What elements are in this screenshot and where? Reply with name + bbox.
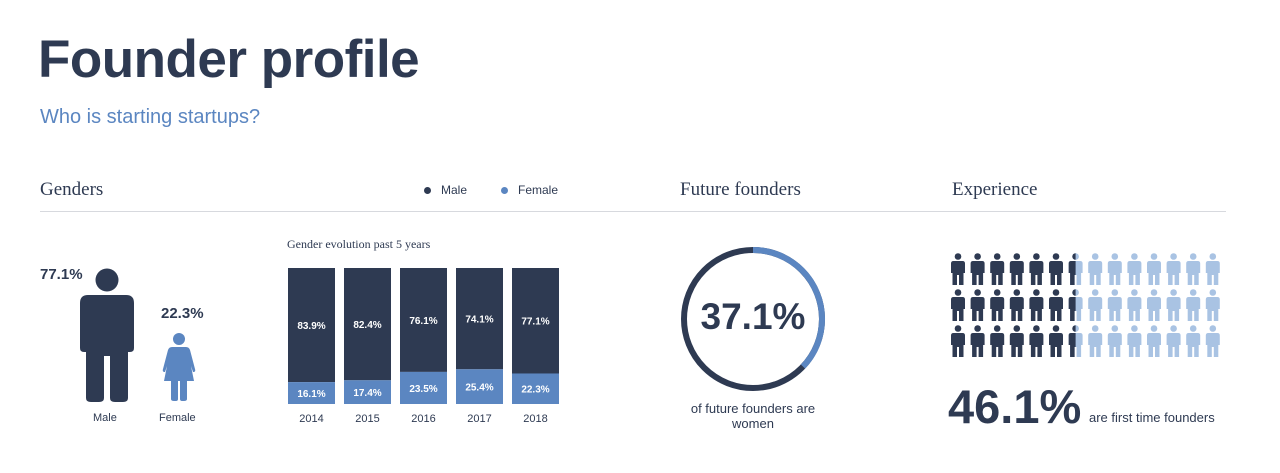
tick-label-2016: 2016 xyxy=(411,413,435,425)
person-icon xyxy=(1049,289,1063,321)
person-icon xyxy=(951,253,965,285)
person-icon xyxy=(1166,253,1181,285)
bar-female-2014 xyxy=(288,382,335,404)
data-label-male-2015: 82.4% xyxy=(353,320,381,331)
male-person-icon xyxy=(80,268,134,402)
gender-evolution-chart: 83.9% 16.1% 2014 82.4% 17.4% 2015 76.1% 23.5% 20… xyxy=(288,268,559,425)
tick-label-2014: 2014 xyxy=(299,413,323,425)
bar-male-2015 xyxy=(344,268,391,381)
person-icon xyxy=(1009,253,1024,285)
person-icon xyxy=(1049,325,1063,357)
person-icon xyxy=(1068,253,1083,285)
legend-label-female: Female xyxy=(518,183,559,197)
person-icon xyxy=(1147,289,1161,321)
person-icon xyxy=(1009,289,1024,321)
donut-slice-women xyxy=(752,247,825,369)
person-icon xyxy=(1127,253,1142,285)
person-icon xyxy=(1186,289,1201,321)
person-icon xyxy=(1205,325,1220,357)
tick-label-2015: 2015 xyxy=(355,413,379,425)
person-icon xyxy=(1107,253,1122,285)
experience-caption: are first time founders xyxy=(1089,410,1215,425)
person-icon xyxy=(1186,325,1201,357)
page-title: Founder profile xyxy=(38,30,420,89)
person-icon xyxy=(1205,253,1220,285)
person-icon xyxy=(1127,289,1142,321)
person-icon xyxy=(1029,289,1044,321)
person-icon xyxy=(1205,289,1220,321)
person-icon xyxy=(1088,253,1103,285)
section-divider xyxy=(40,211,1226,212)
bar-female-2016 xyxy=(400,371,447,404)
person-icon xyxy=(970,325,985,357)
bar-chart-title: Gender evolution past 5 years xyxy=(287,237,431,251)
data-label-male-2018: 77.1% xyxy=(521,317,549,328)
person-icon xyxy=(951,289,965,321)
legend-dot-female xyxy=(501,186,508,194)
experience-value: 46.1% xyxy=(948,380,1082,433)
person-icon xyxy=(1088,289,1103,321)
data-label-female-2015: 17.4% xyxy=(353,388,381,399)
legend-item-female: Female xyxy=(501,182,558,198)
bar-female-2018 xyxy=(512,373,559,404)
person-icon xyxy=(1127,325,1142,357)
bar-female-2017 xyxy=(456,369,503,404)
bar-male-2016 xyxy=(400,268,447,372)
person-icon xyxy=(1107,325,1122,357)
data-label-female-2018: 22.3% xyxy=(521,385,549,396)
person-icon xyxy=(990,253,1005,285)
tick-label-2017: 2017 xyxy=(467,413,491,425)
person-icon xyxy=(1166,289,1181,321)
person-icon xyxy=(990,289,1005,321)
data-label-female-2014: 16.1% xyxy=(297,389,325,400)
person-icon xyxy=(1009,325,1024,357)
section-title-experience: Experience xyxy=(952,179,1038,200)
bar-female-2015 xyxy=(344,380,391,404)
data-label-male-2017: 74.1% xyxy=(465,315,493,326)
person-icon xyxy=(1029,253,1044,285)
bar-male-2018 xyxy=(512,268,559,374)
tick-label-2018: 2018 xyxy=(523,413,547,425)
person-icon xyxy=(1068,325,1083,357)
person-icon xyxy=(1147,253,1161,285)
person-icon xyxy=(1166,325,1181,357)
section-title-future-founders: Future founders xyxy=(680,179,801,200)
bar-male-2017 xyxy=(456,268,503,370)
page-subtitle: Who is starting startups? xyxy=(40,106,261,128)
person-icon xyxy=(970,289,985,321)
person-icon xyxy=(1068,289,1083,321)
data-label-male-2016: 76.1% xyxy=(409,316,437,327)
female-pct-label: 22.3% xyxy=(161,305,204,322)
legend-item-male: Male xyxy=(424,182,467,198)
data-label-male-2014: 83.9% xyxy=(297,321,325,332)
legend-label-male: Male xyxy=(441,183,468,197)
donut-caption: of future founders are women xyxy=(690,401,816,431)
section-title-genders: Genders xyxy=(40,179,104,200)
person-icon xyxy=(1049,253,1063,285)
person-icon xyxy=(951,325,965,357)
experience-pictogram xyxy=(951,253,1220,357)
male-figure-label: Male xyxy=(93,412,117,424)
person-icon xyxy=(990,325,1005,357)
person-icon xyxy=(1107,289,1122,321)
person-icon xyxy=(970,253,985,285)
donut-center-value: 37.1% xyxy=(700,296,806,337)
male-pct-label: 77.1% xyxy=(40,266,83,283)
future-founders-donut xyxy=(681,247,825,391)
person-icon xyxy=(1088,325,1103,357)
data-label-female-2017: 25.4% xyxy=(465,383,493,394)
data-label-female-2016: 23.5% xyxy=(409,384,437,395)
person-icon xyxy=(1029,325,1044,357)
female-person-icon xyxy=(162,333,196,401)
female-figure-label: Female xyxy=(159,412,196,424)
legend-dot-male xyxy=(424,186,431,194)
bar-male-2014 xyxy=(288,268,335,383)
person-icon xyxy=(1186,253,1201,285)
person-icon xyxy=(1147,325,1161,357)
